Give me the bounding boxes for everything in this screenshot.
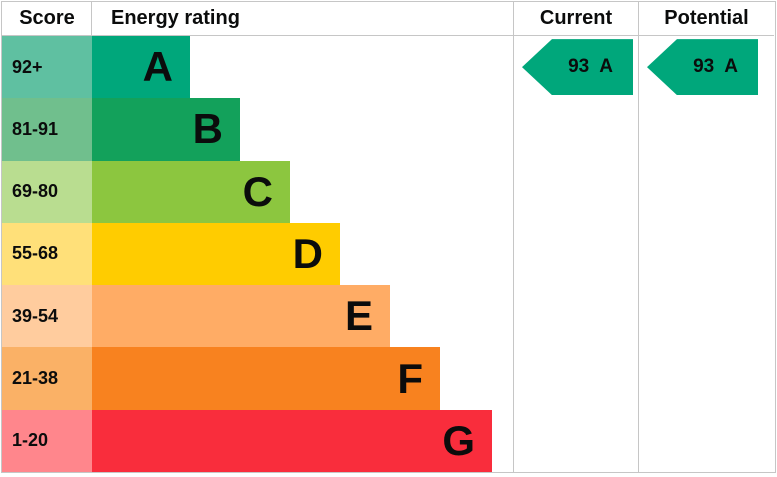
score-range-b: 81-91 (2, 98, 92, 161)
score-column: Score 92+ 81-91 69-80 55-68 39-54 21-38 … (2, 2, 92, 472)
band-letter-f: F (397, 354, 423, 402)
potential-score-value: 93 (693, 56, 715, 78)
current-band-letter: A (599, 56, 613, 78)
current-column: Current 93 A (513, 2, 638, 472)
potential-column: Potential 93 A (638, 2, 774, 472)
band-letter-b: B (192, 105, 223, 153)
score-range-d: 55-68 (2, 222, 92, 286)
band-letter-g: G (442, 416, 475, 464)
band-row-d: D (92, 222, 513, 286)
band-row-a: A (92, 36, 513, 99)
band-row-g: G (92, 409, 513, 472)
score-range-e: 39-54 (2, 285, 92, 348)
potential-band-letter: A (724, 56, 738, 78)
energy-rating-column: Energy rating A B C D (91, 2, 513, 472)
score-range-f: 21-38 (2, 347, 92, 410)
potential-header: Potential (639, 2, 774, 36)
score-range-c: 69-80 (2, 160, 92, 223)
band-bar-d: D (92, 222, 340, 286)
score-range-a: 92+ (2, 36, 92, 99)
score-header: Score (2, 2, 92, 36)
band-bar-a: A (92, 36, 190, 99)
energy-rating-header: Energy rating (91, 2, 513, 36)
score-range-g: 1-20 (2, 409, 92, 472)
current-rating-arrow: 93 A (522, 39, 633, 96)
current-score-value: 93 (568, 56, 590, 78)
current-arrow-row: 93 A (514, 36, 638, 98)
band-letter-a: A (142, 43, 173, 91)
potential-arrow-row: 93 A (639, 36, 774, 98)
band-bar-c: C (92, 160, 290, 223)
band-bar-g: G (92, 409, 492, 472)
band-row-e: E (92, 285, 513, 348)
current-header: Current (514, 2, 638, 36)
band-bar-f: F (92, 347, 440, 410)
potential-rating-arrow: 93 A (647, 39, 758, 96)
band-row-b: B (92, 98, 513, 161)
band-bar-e: E (92, 285, 390, 348)
band-row-f: F (92, 347, 513, 410)
band-row-c: C (92, 160, 513, 223)
band-letter-d: D (292, 229, 323, 277)
band-bar-b: B (92, 98, 240, 161)
band-letter-e: E (344, 292, 373, 340)
band-letter-c: C (242, 167, 273, 215)
